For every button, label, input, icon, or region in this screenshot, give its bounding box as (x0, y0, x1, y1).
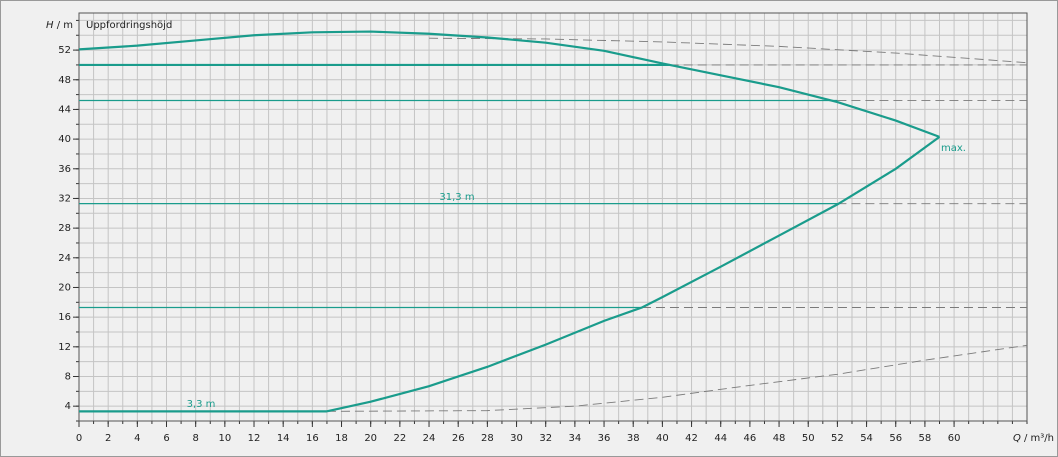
y-tick-label: 12 (58, 342, 71, 353)
plot-border (78, 12, 1028, 422)
y-tick-label: 24 (58, 253, 71, 264)
x-tick-label: 36 (598, 433, 611, 444)
x-tick-label: 22 (393, 433, 406, 444)
y-tick-label: 4 (65, 401, 71, 412)
y-tick-label: 8 (65, 371, 71, 382)
x-tick-label: 50 (802, 433, 815, 444)
x-tick-label: 54 (860, 433, 873, 444)
x-tick-label: 6 (163, 433, 169, 444)
annotation: 31,3 m (439, 192, 474, 203)
x-tick-label: 58 (919, 433, 932, 444)
curve (326, 135, 941, 413)
x-tick-label: 32 (539, 433, 552, 444)
x-axis-symbol: Q (1013, 433, 1021, 444)
x-tick-label: 18 (335, 433, 348, 444)
x-tick-label: 44 (714, 433, 727, 444)
y-axis-symbol: H (46, 20, 54, 31)
annotation: max. (941, 143, 966, 154)
y-tick-label: 36 (58, 164, 71, 175)
x-tick-label: 46 (744, 433, 757, 444)
curve (326, 344, 1028, 412)
x-tick-label: 28 (481, 433, 494, 444)
x-tick-label: 34 (569, 433, 582, 444)
y-tick-label: 16 (58, 312, 71, 323)
x-tick-label: 4 (134, 433, 140, 444)
x-tick-label: 30 (510, 433, 523, 444)
x-tick-label: 52 (831, 433, 844, 444)
x-tick-label: 40 (656, 433, 669, 444)
y-tick-label: 44 (58, 104, 71, 115)
x-tick-label: 20 (364, 433, 377, 444)
x-tick-label: 42 (685, 433, 698, 444)
x-tick-label: 26 (452, 433, 465, 444)
x-axis-unit: / m³/h (1021, 433, 1054, 444)
x-axis-label: Q / m³/h (1013, 433, 1054, 444)
x-tick-label: 12 (248, 433, 261, 444)
y-tick-label: 28 (58, 223, 71, 234)
y-tick-label: 20 (58, 282, 71, 293)
plot-background (79, 13, 1027, 421)
x-tick-label: 8 (192, 433, 198, 444)
x-tick-label: 0 (76, 433, 82, 444)
x-tick-label: 16 (306, 433, 319, 444)
y-tick-label: 32 (58, 193, 71, 204)
x-tick-label: 14 (277, 433, 290, 444)
x-tick-label: 24 (423, 433, 436, 444)
chart-title: Uppfordringshöjd (86, 20, 172, 31)
x-tick-label: 56 (889, 433, 902, 444)
curve (78, 30, 940, 138)
x-tick-label: 38 (627, 433, 640, 444)
annotation: 3,3 m (187, 399, 216, 410)
y-axis-label: H / m (46, 20, 73, 31)
y-tick-label: 48 (58, 75, 71, 86)
x-tick-label: 48 (773, 433, 786, 444)
y-tick-label: 52 (58, 45, 71, 56)
x-tick-label: 60 (948, 433, 961, 444)
x-tick-label: 2 (105, 433, 111, 444)
y-tick-label: 40 (58, 134, 71, 145)
x-tick-label: 10 (218, 433, 231, 444)
y-axis-unit: / m (54, 20, 73, 31)
